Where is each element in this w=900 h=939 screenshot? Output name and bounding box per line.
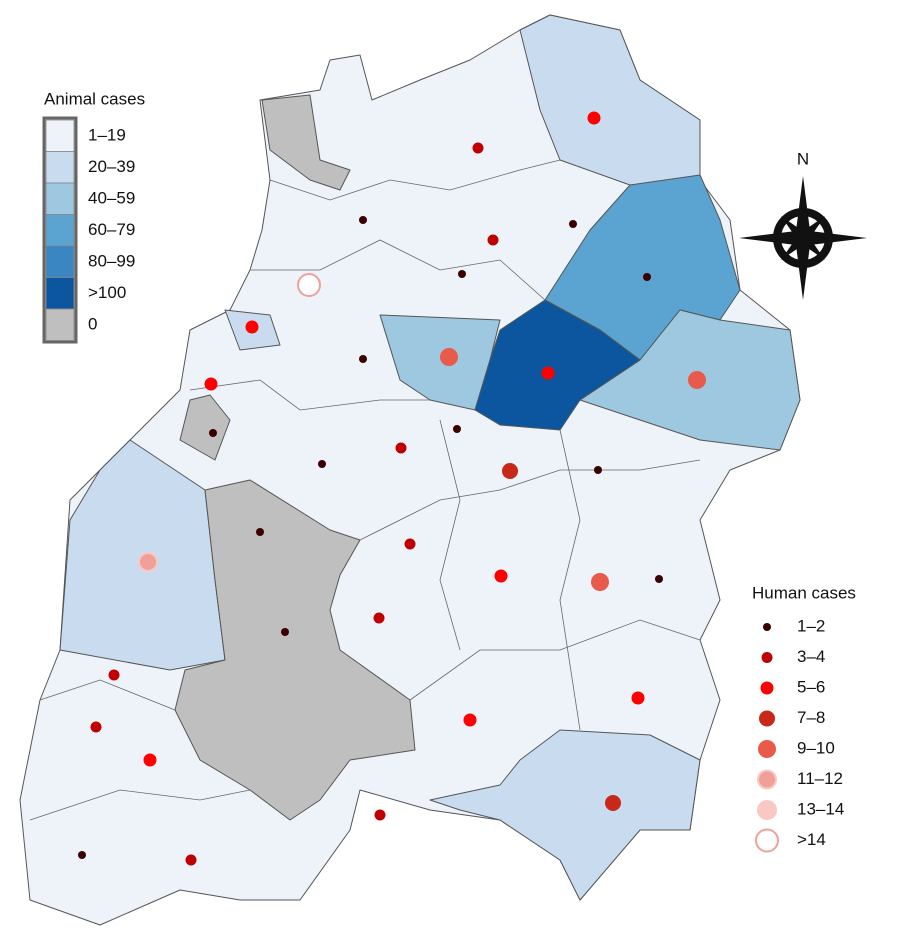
boundary [439, 419, 461, 651]
legend-swatch [45, 277, 75, 310]
legend-label: 3–4 [797, 647, 825, 666]
case-dot [453, 425, 461, 433]
case-dot [204, 377, 218, 391]
case-dot [760, 681, 774, 695]
case-dot [591, 573, 609, 591]
legend-label: 1–19 [88, 125, 126, 144]
case-dot [90, 721, 102, 733]
case-dot [359, 216, 367, 224]
case-dot [755, 828, 779, 853]
case-dot [631, 691, 645, 705]
legend-swatch [45, 119, 75, 152]
case-dot [359, 355, 367, 363]
case-dot [605, 795, 621, 811]
case-dot [143, 753, 157, 767]
animal-legend: Animal cases 1–19 20–39 40–59 60–79 80–99 >10… [42, 89, 145, 344]
boundary [269, 159, 561, 201]
case-dot [569, 220, 577, 228]
legend-label: >14 [797, 830, 826, 849]
district [474, 299, 641, 431]
case-dot [404, 538, 416, 550]
case-dot [256, 528, 264, 536]
case-dot [245, 320, 259, 334]
legend-swatch [45, 182, 75, 215]
case-dot [757, 800, 777, 820]
legend-swatch [45, 308, 75, 341]
legend-title: Animal cases [44, 89, 145, 108]
legend-swatch [45, 245, 75, 278]
legend-label: 5–6 [797, 677, 825, 696]
legend-label: 13–14 [797, 799, 844, 818]
boundary [409, 619, 701, 701]
case-dot [138, 552, 158, 572]
case-dot [463, 713, 477, 727]
case-dot [643, 273, 651, 281]
case-dot [297, 273, 321, 297]
case-dot [587, 111, 601, 125]
case-dot [185, 854, 197, 866]
district [429, 729, 701, 901]
case-dot [373, 612, 385, 624]
legend-label: 80–99 [88, 251, 135, 270]
legend-label: 40–59 [88, 188, 135, 207]
district [519, 14, 701, 186]
legend-label: 20–39 [88, 157, 135, 176]
case-dot [395, 442, 407, 454]
legend-label: 0 [88, 314, 97, 333]
case-dot [318, 460, 326, 468]
case-dot [502, 463, 518, 479]
legend-label: >100 [88, 283, 126, 302]
boundary [359, 459, 701, 541]
case-dot [487, 234, 499, 246]
case-dot [374, 809, 386, 821]
case-dot [440, 348, 458, 366]
district [261, 94, 351, 191]
boundary [250, 239, 546, 301]
case-dot [594, 466, 602, 474]
case-dot [759, 710, 775, 727]
district [179, 394, 231, 461]
boundary [29, 789, 251, 821]
case-dot [472, 142, 484, 154]
case-dot [763, 623, 771, 631]
case-dot [108, 669, 120, 681]
districts [19, 14, 801, 926]
case-dot [688, 371, 706, 389]
case-dot [758, 740, 776, 758]
case-dot [655, 575, 663, 583]
case-dots [78, 111, 706, 866]
legend-swatch [45, 214, 75, 247]
legend-label: 9–10 [797, 738, 835, 757]
legend-label: 7–8 [797, 708, 825, 727]
legend-label: 11–12 [797, 769, 843, 788]
human-legend: Human cases 1–2 3–4 5–6 7–8 9–10 11–12 13–14 >1… [752, 583, 856, 853]
case-dot [494, 569, 508, 583]
legend-title: Human cases [752, 583, 856, 602]
compass: N [739, 149, 867, 300]
case-dot [78, 851, 86, 859]
legend-label: 60–79 [88, 220, 135, 239]
legend-label: 1–2 [797, 616, 825, 635]
case-dot [281, 628, 289, 636]
boundary [189, 379, 430, 411]
case-dot [757, 769, 777, 790]
compass-n: N [797, 149, 809, 168]
case-dot [541, 366, 555, 380]
boundary [39, 679, 176, 711]
case-dot [761, 652, 773, 663]
boundary [559, 429, 581, 731]
legend-frame [42, 116, 78, 344]
case-dot [458, 270, 466, 278]
legend-swatch [45, 151, 75, 184]
case-dot [209, 429, 217, 437]
